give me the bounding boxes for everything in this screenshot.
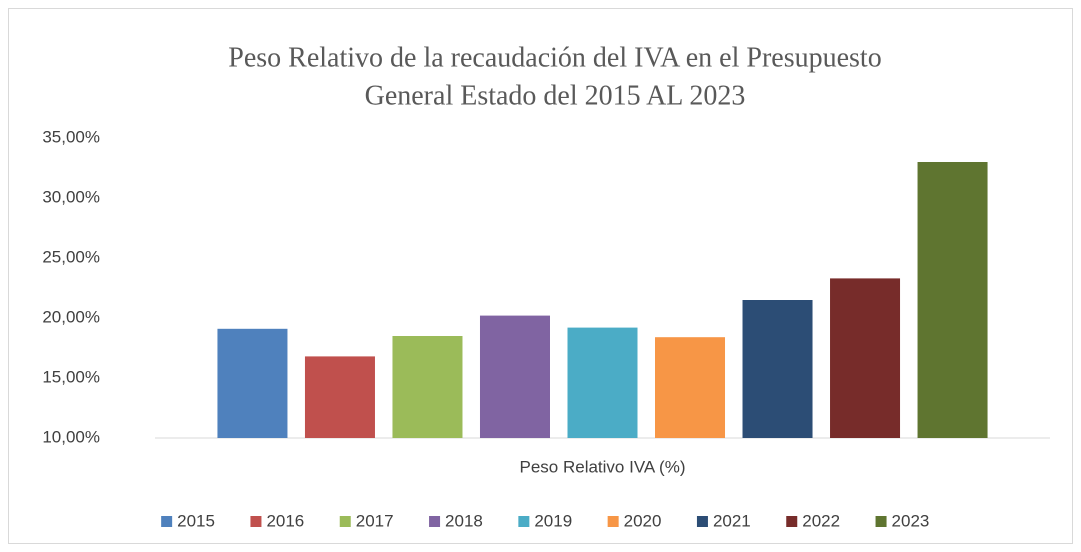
legend-label: 2015 <box>177 511 215 530</box>
y-tick-label: 15,00% <box>42 367 100 386</box>
chart-title: General Estado del 2015 AL 2023 <box>365 80 746 111</box>
bar <box>479 315 550 438</box>
bar <box>917 162 988 438</box>
legend-swatch <box>696 516 708 527</box>
legend-label: 2022 <box>802 511 840 530</box>
legend-label: 2020 <box>624 511 662 530</box>
legend-swatch <box>339 516 351 527</box>
legend-swatch <box>429 516 441 527</box>
legend-label: 2016 <box>266 511 304 530</box>
legend-label: 2023 <box>892 511 930 530</box>
bar <box>392 336 463 438</box>
y-tick-label: 20,00% <box>42 307 100 326</box>
legend-label: 2021 <box>713 511 751 530</box>
bar <box>304 356 375 438</box>
legend-swatch <box>786 516 798 527</box>
y-tick-label: 10,00% <box>42 427 100 446</box>
legend-swatch <box>607 516 619 527</box>
bar <box>830 278 901 438</box>
y-tick-label: 25,00% <box>42 247 100 266</box>
legend-label: 2017 <box>356 511 394 530</box>
legend-label: 2019 <box>534 511 572 530</box>
x-tick-label: Peso Relativo IVA (%) <box>520 457 686 476</box>
chart-border <box>8 8 1073 544</box>
y-tick-label: 35,00% <box>42 127 100 146</box>
bar <box>742 300 813 438</box>
y-tick-label: 30,00% <box>42 187 100 206</box>
bar <box>567 327 638 438</box>
legend-swatch <box>518 516 530 527</box>
bar <box>655 337 726 438</box>
bar <box>217 328 288 438</box>
legend-swatch <box>161 516 173 527</box>
legend-swatch <box>875 516 887 527</box>
chart-title: Peso Relativo de la recaudación del IVA … <box>228 42 881 73</box>
legend-swatch <box>250 516 262 527</box>
legend-label: 2018 <box>445 511 483 530</box>
